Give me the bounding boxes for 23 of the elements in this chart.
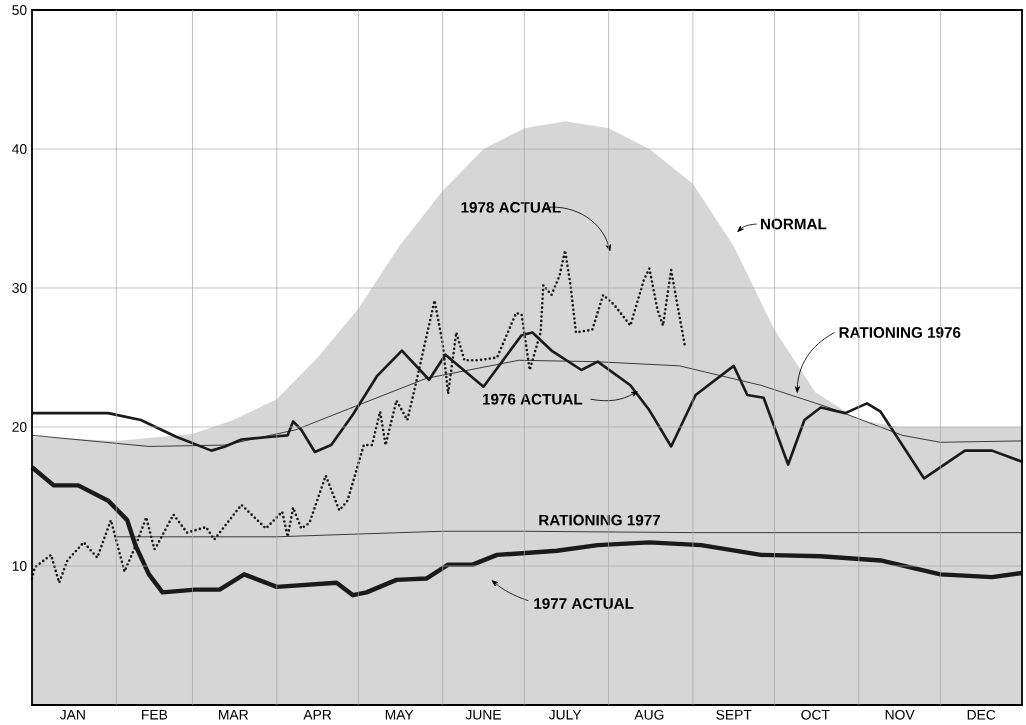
text: 1977 ACTUAL xyxy=(534,598,634,609)
y-tick-label: 40 xyxy=(12,144,27,154)
series-label: RATIONING 1977 xyxy=(539,514,660,526)
y-tick-label: 20 xyxy=(12,422,27,432)
series-label: 1976 ACTUAL xyxy=(483,393,583,405)
x-tick-label: MAY xyxy=(385,709,414,720)
y-tick-label: 50 xyxy=(12,5,27,15)
x-tick-label: MAR xyxy=(219,709,248,720)
x-tick-label: OCT xyxy=(801,709,830,720)
x-tick-label: JULY xyxy=(548,709,582,720)
x-tick-label: JUNE xyxy=(465,709,501,720)
x-tick-label: APR xyxy=(303,709,332,720)
y-tick-label: 10 xyxy=(12,561,27,571)
x-tick-label: DEC xyxy=(967,709,996,720)
text: RATIONING 1976 xyxy=(839,327,961,338)
text: 1978 ACTUAL xyxy=(461,202,561,213)
text: NORMAL xyxy=(761,218,827,230)
x-tick-label: FEB xyxy=(142,709,168,720)
x-tick-label: AUG xyxy=(634,709,664,720)
x-tick-label: NOV xyxy=(885,709,915,720)
y-tick-label: 30 xyxy=(12,283,27,293)
x-tick-label: JAN xyxy=(59,709,85,720)
x-tick-label: SEPT xyxy=(716,709,752,720)
